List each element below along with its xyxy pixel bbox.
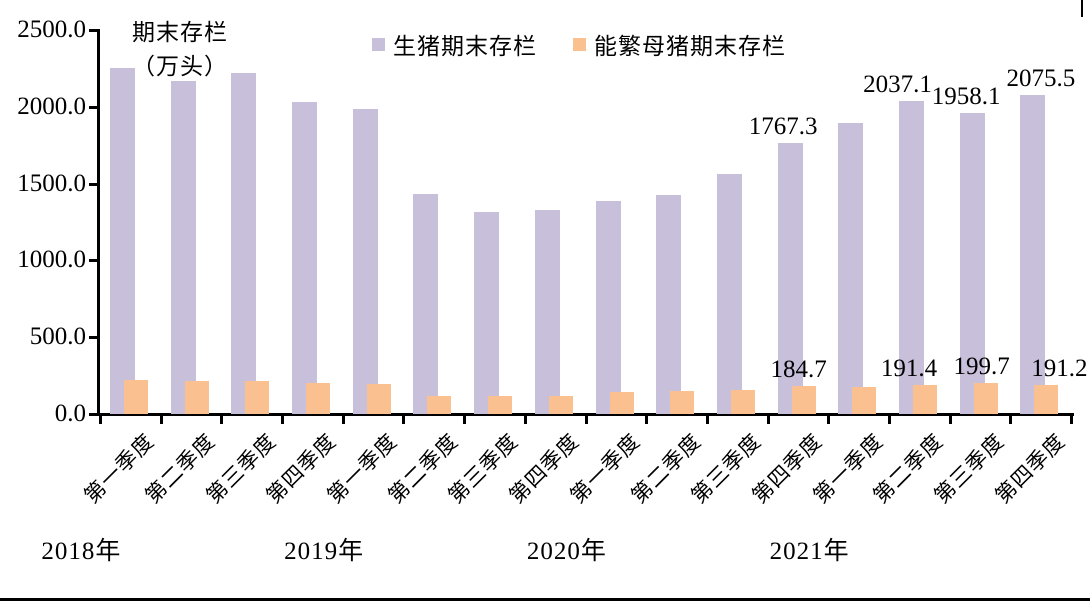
y-axis-tick-label: 0.0: [54, 400, 86, 427]
bar-pig-inventory: [170, 81, 196, 414]
top-right-border-line: [1081, 0, 1083, 17]
y-axis-tick: [89, 182, 97, 186]
x-axis-year-label: 2021年: [769, 538, 850, 565]
x-axis-tick: [402, 415, 406, 424]
x-axis-year-label: 2018年: [41, 538, 122, 565]
legend-label: 生猪期末存栏: [393, 34, 537, 59]
x-axis-line: [97, 413, 1074, 416]
x-axis-tick: [584, 415, 588, 424]
bar-sow-inventory: [1034, 384, 1059, 414]
x-axis-year-label: 2019年: [284, 538, 365, 565]
x-axis-tick: [281, 415, 285, 424]
bar-sow-inventory: [609, 392, 634, 414]
x-axis-tick: [705, 415, 709, 424]
x-axis-tick: [766, 415, 770, 424]
bar-pig-inventory: [838, 123, 864, 414]
y-axis-tick: [89, 105, 97, 109]
x-axis-tick: [827, 415, 831, 424]
data-label: 191.2: [1031, 354, 1088, 382]
bar-pig-inventory: [595, 200, 621, 414]
data-label: 184.7: [770, 355, 827, 383]
x-axis-tick: [645, 415, 649, 424]
bar-sow-inventory: [912, 384, 937, 414]
bar-pig-inventory: [413, 194, 439, 414]
bar-sow-inventory: [184, 380, 209, 414]
bar-pig-inventory: [898, 101, 924, 414]
bar-sow-inventory: [306, 382, 331, 414]
bar-sow-inventory: [973, 383, 998, 414]
bar-pig-inventory: [716, 174, 742, 414]
data-label: 1767.3: [748, 112, 818, 140]
bottom-border-line: [0, 598, 1090, 601]
y-axis-tick-label: 2000.0: [17, 92, 86, 120]
bar-sow-inventory: [852, 386, 877, 414]
x-axis-tick: [1070, 415, 1073, 424]
bar-sow-inventory: [427, 396, 452, 414]
bar-pig-inventory: [110, 67, 135, 414]
x-axis-tick: [523, 415, 527, 424]
data-label: 191.4: [880, 354, 938, 382]
bar-pig-inventory: [474, 211, 500, 414]
y-axis-title-line1: 期末存栏: [132, 20, 228, 45]
bar-sow-inventory: [730, 389, 755, 414]
bar-pig-inventory: [231, 73, 257, 414]
y-axis-tick: [89, 259, 97, 263]
bar-pig-inventory: [1020, 95, 1046, 414]
bar-pig-inventory: [777, 142, 803, 414]
x-axis-tick: [887, 415, 891, 424]
bar-pig-inventory: [534, 209, 560, 414]
y-axis-tick: [89, 336, 97, 340]
x-axis-year-label: 2020年: [526, 538, 607, 565]
y-axis-tick-label: 1500.0: [17, 169, 86, 197]
y-axis-tick-label: 1000.0: [17, 246, 86, 274]
x-axis-tick: [341, 415, 345, 424]
bar-pig-inventory: [292, 102, 318, 414]
bar-pig-inventory: [656, 194, 682, 414]
data-label: 1958.1: [931, 83, 1001, 111]
legend-swatch-icon: [372, 37, 385, 51]
x-axis-tick: [99, 415, 102, 424]
bar-sow-inventory: [670, 391, 695, 414]
bar-sow-inventory: [245, 380, 270, 414]
data-label: 2075.5: [1006, 65, 1076, 93]
data-label: 199.7: [953, 353, 1010, 381]
x-axis-tick: [463, 415, 467, 424]
legend-item-1: 能繁母猪期末存栏: [573, 27, 786, 61]
y-axis-tick: [89, 29, 97, 32]
y-axis-tick-label: 500.0: [29, 323, 86, 351]
bar-pig-inventory: [352, 109, 378, 414]
x-axis-tick: [1009, 415, 1013, 424]
y-axis-tick: [89, 413, 97, 416]
y-axis-title: 期末存栏 （万头）: [118, 16, 242, 84]
x-axis-tick: [948, 415, 952, 424]
data-label: 2037.1: [863, 71, 932, 99]
x-axis-tick: [220, 415, 224, 424]
y-axis-tick-label: 2500.0: [17, 16, 86, 43]
bar-sow-inventory: [488, 396, 513, 414]
bar-pig-inventory: [959, 113, 985, 414]
legend: 生猪期末存栏 能繁母猪期末存栏: [372, 27, 786, 61]
bar-sow-inventory: [124, 380, 148, 414]
y-axis-line: [97, 29, 100, 416]
bar-sow-inventory: [791, 385, 816, 414]
bar-sow-inventory: [548, 396, 573, 414]
x-axis-tick: [159, 415, 163, 424]
legend-label: 能繁母猪期末存栏: [594, 34, 786, 59]
bar-sow-inventory: [366, 383, 391, 414]
legend-item-0: 生猪期末存栏: [372, 27, 537, 61]
y-axis-title-line2: （万头）: [132, 54, 228, 79]
legend-swatch-icon: [573, 37, 586, 51]
